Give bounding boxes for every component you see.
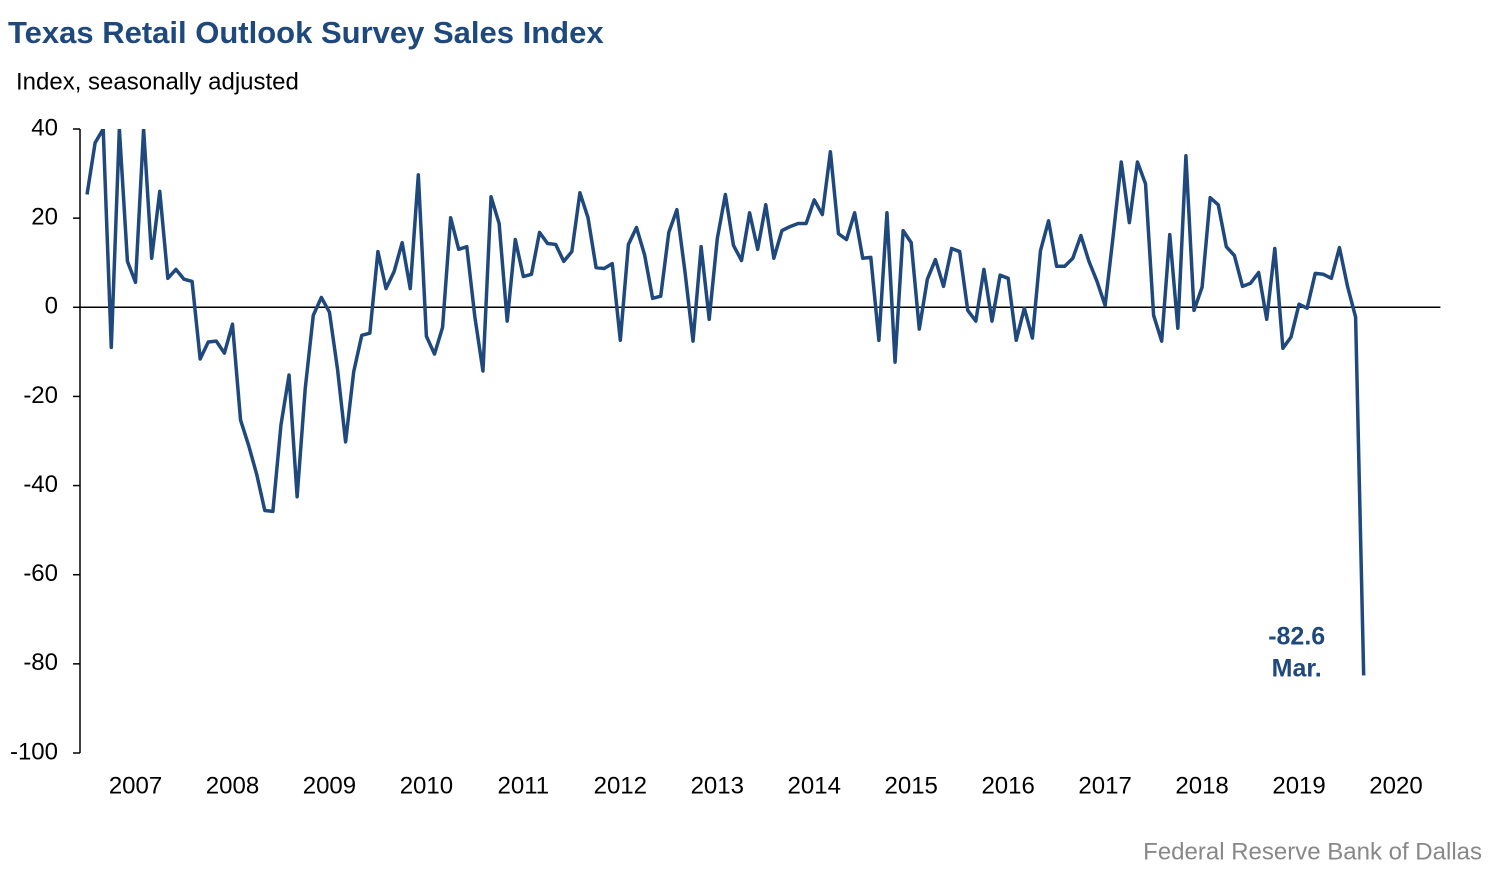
x-tick-label: 2019 <box>1272 772 1325 799</box>
y-tick-label: 40 <box>31 114 58 141</box>
x-tick-label: 2016 <box>981 772 1034 799</box>
x-tick-label: 2007 <box>109 772 162 799</box>
x-tick-label: 2011 <box>498 772 550 799</box>
x-tick-label: 2020 <box>1369 772 1422 799</box>
x-tick-label: 2013 <box>691 772 744 799</box>
y-tick-label: -20 <box>23 382 58 409</box>
x-tick-label: 2018 <box>1175 772 1228 799</box>
x-tick-label: 2012 <box>594 772 647 799</box>
y-tick-label: 20 <box>31 203 58 230</box>
line-series <box>85 129 1366 676</box>
source: Federal Reserve Bank of Dallas <box>1143 838 1482 865</box>
x-tick-label: 2015 <box>885 772 938 799</box>
y-tick-label: 0 <box>45 293 58 320</box>
x-tick-label: 2017 <box>1078 772 1131 799</box>
y-tick-label: -40 <box>23 471 58 498</box>
annotation: Mar. <box>1272 655 1322 683</box>
data-label: -82.6 <box>1268 623 1325 651</box>
x-tick-label: 2014 <box>788 772 841 799</box>
x-tick-label: 2008 <box>206 772 259 799</box>
y-tick-label: -80 <box>23 649 58 676</box>
chart-title: Texas Retail Outlook Survey Sales Index <box>8 15 604 50</box>
x-tick-label: 2009 <box>303 772 356 799</box>
y-tick-label: -60 <box>23 560 58 587</box>
x-tick-label: 2010 <box>400 772 453 799</box>
y-axis-label: Index, seasonally adjusted <box>16 68 299 95</box>
y-tick-label: -100 <box>10 738 58 765</box>
